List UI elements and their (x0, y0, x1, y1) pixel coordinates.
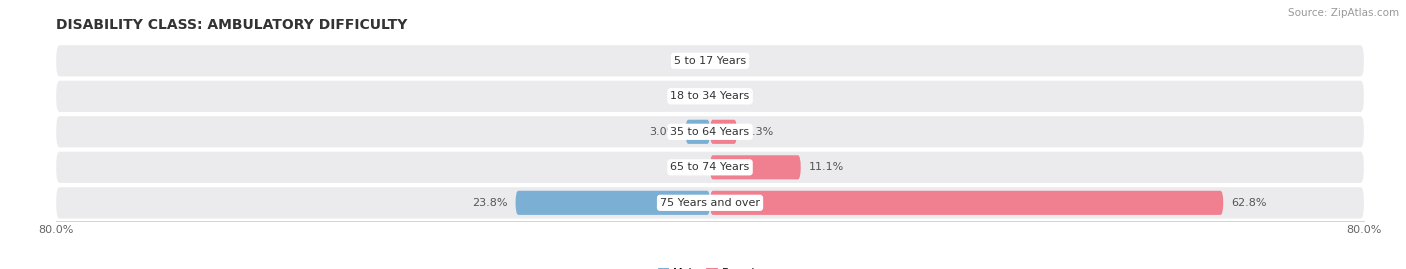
Text: 75 Years and over: 75 Years and over (659, 198, 761, 208)
Text: 11.1%: 11.1% (808, 162, 844, 172)
Text: 0.0%: 0.0% (718, 56, 747, 66)
Text: 62.8%: 62.8% (1232, 198, 1267, 208)
Text: 35 to 64 Years: 35 to 64 Years (671, 127, 749, 137)
FancyBboxPatch shape (710, 120, 737, 144)
Text: 3.0%: 3.0% (650, 127, 678, 137)
Text: DISABILITY CLASS: AMBULATORY DIFFICULTY: DISABILITY CLASS: AMBULATORY DIFFICULTY (56, 18, 408, 32)
FancyBboxPatch shape (56, 187, 1364, 218)
FancyBboxPatch shape (56, 81, 1364, 112)
Text: 0.0%: 0.0% (673, 56, 702, 66)
FancyBboxPatch shape (56, 152, 1364, 183)
Text: 23.8%: 23.8% (472, 198, 508, 208)
FancyBboxPatch shape (56, 116, 1364, 147)
Text: 0.0%: 0.0% (673, 91, 702, 101)
Text: 0.0%: 0.0% (718, 91, 747, 101)
Text: 5 to 17 Years: 5 to 17 Years (673, 56, 747, 66)
Text: 0.0%: 0.0% (673, 162, 702, 172)
Text: 3.3%: 3.3% (745, 127, 773, 137)
FancyBboxPatch shape (516, 191, 710, 215)
Text: 18 to 34 Years: 18 to 34 Years (671, 91, 749, 101)
FancyBboxPatch shape (710, 155, 801, 179)
Text: Source: ZipAtlas.com: Source: ZipAtlas.com (1288, 8, 1399, 18)
FancyBboxPatch shape (56, 45, 1364, 76)
Text: 65 to 74 Years: 65 to 74 Years (671, 162, 749, 172)
FancyBboxPatch shape (710, 191, 1223, 215)
FancyBboxPatch shape (686, 120, 710, 144)
Legend: Male, Female: Male, Female (654, 263, 766, 269)
